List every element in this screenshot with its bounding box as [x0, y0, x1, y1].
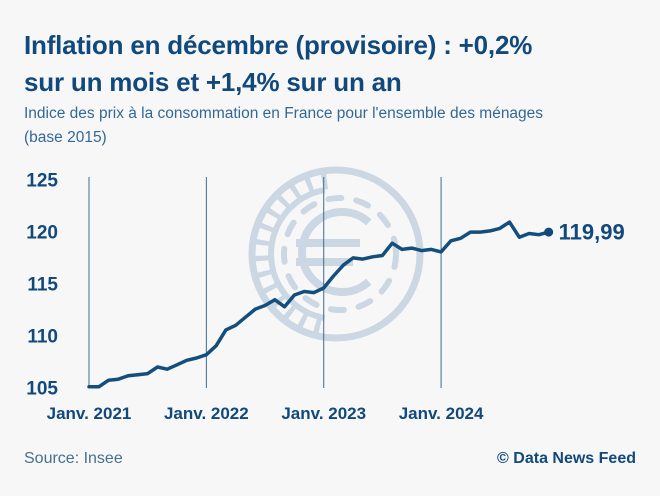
- page-subtitle-line-2: (base 2015): [24, 129, 107, 146]
- ipc-data-line: [87, 220, 551, 389]
- y-axis-tick-label: 115: [27, 275, 58, 296]
- page-title-line-2: sur un mois et +1,4% sur un an: [24, 67, 402, 97]
- source-label: Source: Insee: [24, 450, 123, 467]
- data-line-layer: 119,99: [87, 220, 625, 389]
- y-axis-tick-label: 120: [26, 223, 58, 244]
- credit-label: © Data News Feed: [497, 450, 636, 467]
- x-axis-tick-label: Janv. 2021: [47, 404, 132, 423]
- last-point-dot: [544, 227, 554, 237]
- y-axis-tick-labels: 105 110 115 120 125: [26, 171, 58, 400]
- x-axis-tick-label: Janv. 2024: [399, 404, 484, 423]
- end-value-label: 119,99: [559, 220, 625, 245]
- x-axis-tick-labels: Janv. 2021 Janv. 2022 Janv. 2023 Janv. 2024: [47, 404, 484, 423]
- page-subtitle-line-1: Indice des prix à la consommation en Fra…: [24, 105, 544, 122]
- page-title: Inflation en décembre (provisoire) : +0,…: [24, 27, 636, 101]
- y-axis-tick-label: 110: [27, 327, 58, 348]
- y-axis-tick-label: 105: [26, 379, 58, 400]
- x-axis-tick-label: Janv. 2023: [281, 404, 366, 423]
- euro-coin-icon: [248, 166, 424, 342]
- y-axis-tick-label: 125: [26, 171, 58, 192]
- page-subtitle: Indice des prix à la consommation en Fra…: [24, 102, 644, 150]
- x-axis-tick-label: Janv. 2022: [164, 404, 249, 423]
- page-title-line-1: Inflation en décembre (provisoire) : +0,…: [24, 30, 533, 60]
